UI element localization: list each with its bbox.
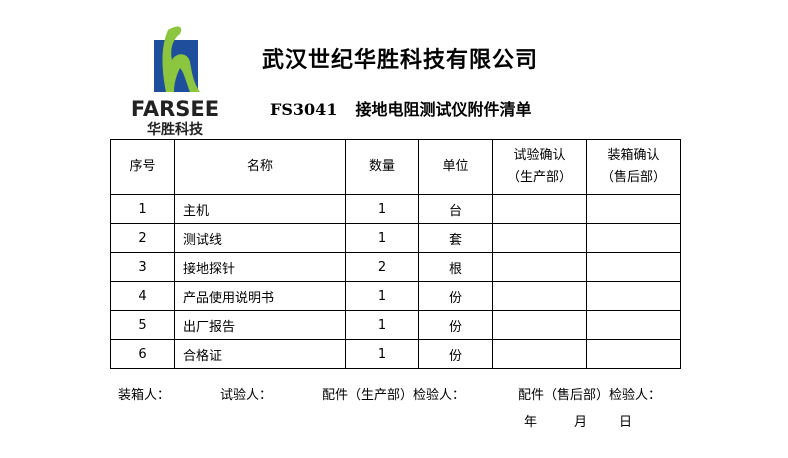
model-number: FS3041 [270, 100, 338, 119]
quantity: 1 [345, 194, 419, 224]
test-confirm-cell [492, 310, 587, 340]
test-confirm-cell [492, 194, 587, 224]
year-label: 年 [524, 415, 538, 430]
table-row: 1 主机 1 台 [110, 194, 681, 224]
packing-confirm-cell [586, 194, 681, 224]
tester-label: 试验人： [220, 388, 273, 403]
unit: 台 [418, 194, 493, 224]
row-number: 2 [110, 223, 175, 253]
table-row: 4 产品使用说明书 1 份 [110, 281, 681, 311]
day-label: 日 [619, 415, 633, 430]
packing-confirm-cell [586, 339, 681, 369]
month-label: 月 [574, 415, 588, 430]
quantity: 1 [345, 339, 419, 369]
item-name: 合格证 [174, 339, 346, 369]
svg-text:华胜科技: 华胜科技 [147, 121, 204, 138]
item-name: 测试线 [174, 223, 346, 253]
header-cell: 试验确认 （生产部） [492, 139, 587, 195]
unit: 套 [418, 223, 493, 253]
quantity: 2 [345, 252, 419, 282]
test-confirm-cell [492, 339, 587, 369]
header-cell: 名称 [174, 139, 346, 195]
unit: 份 [418, 339, 493, 369]
unit: 份 [418, 310, 493, 340]
header-cell: 数量 [345, 139, 419, 195]
test-confirm-cell [492, 281, 587, 311]
table-row: 2 测试线 1 套 [110, 223, 681, 253]
packing-confirm-cell [586, 281, 681, 311]
svg-text:FARSEE: FARSEE [131, 97, 219, 121]
item-name: 主机 [174, 194, 346, 224]
unit: 根 [418, 252, 493, 282]
row-number: 6 [110, 339, 175, 369]
company-name: 武汉世纪华胜科技有限公司 [262, 48, 539, 73]
header-cell: 装箱确认 （售后部） [586, 139, 681, 195]
row-number: 3 [110, 252, 175, 282]
table-row: 5 出厂报告 1 份 [110, 310, 681, 340]
accessory-table: 序号 名称 数量 单位 试验确认 （生产部） 装箱确认 （售后部） 1 主机 1 台 2… [110, 139, 681, 369]
header-cell: 单位 [418, 139, 493, 195]
test-confirm-cell [492, 252, 587, 282]
quantity: 1 [345, 223, 419, 253]
packing-confirm-cell [586, 310, 681, 340]
quantity: 1 [345, 310, 419, 340]
table-row: 3 接地探针 2 根 [110, 252, 681, 282]
test-confirm-cell [492, 223, 587, 253]
item-name: 产品使用说明书 [174, 281, 346, 311]
item-name: 接地探针 [174, 252, 346, 282]
packer-label: 装箱人： [118, 388, 171, 403]
row-number: 1 [110, 194, 175, 224]
table-header-row: 序号 名称 数量 单位 试验确认 （生产部） 装箱确认 （售后部） [110, 139, 681, 195]
list-title: 接地电阻测试仪附件清单 [355, 100, 532, 119]
company-logo: FARSEE 华胜科技 [120, 22, 230, 138]
header-cell: 序号 [110, 139, 175, 195]
inspector-aftersales-label: 配件（售后部）检验人： [518, 388, 662, 403]
inspector-production-label: 配件（生产部）检验人： [322, 388, 466, 403]
unit: 份 [418, 281, 493, 311]
packing-confirm-cell [586, 223, 681, 253]
item-name: 出厂报告 [174, 310, 346, 340]
row-number: 5 [110, 310, 175, 340]
packing-confirm-cell [586, 252, 681, 282]
quantity: 1 [345, 281, 419, 311]
table-row: 6 合格证 1 份 [110, 339, 681, 369]
row-number: 4 [110, 281, 175, 311]
document-title: FS3041 接地电阻测试仪附件清单 [270, 96, 549, 120]
